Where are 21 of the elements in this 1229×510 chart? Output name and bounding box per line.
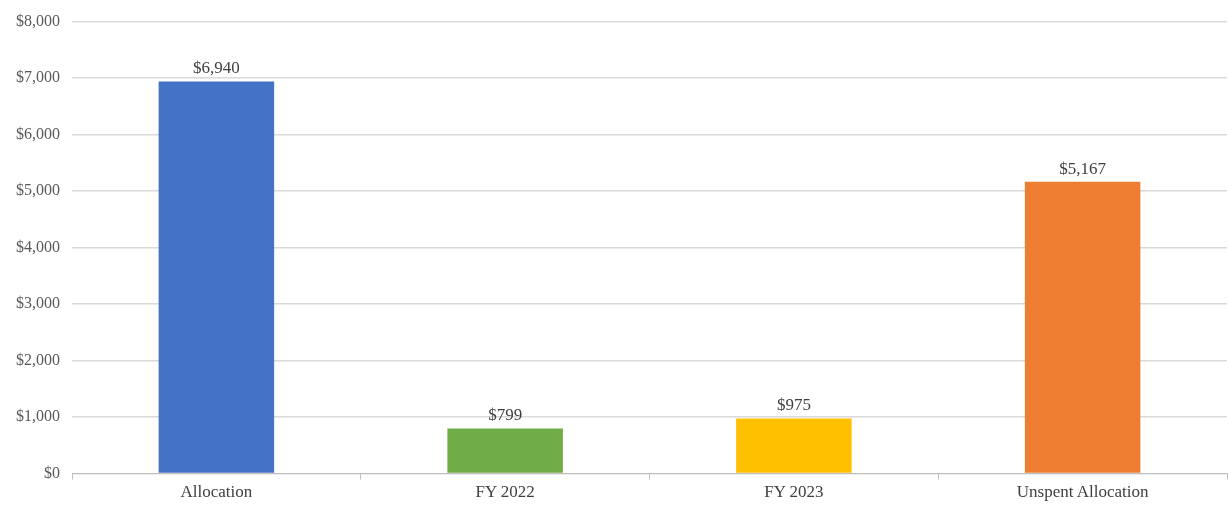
data-label: $6,940 [193, 58, 240, 78]
bar [158, 81, 275, 473]
y-tick-label: $3,000 [16, 294, 60, 312]
x-tick-label: Allocation [180, 482, 253, 502]
y-tick-label: $2,000 [16, 350, 60, 368]
data-label: $5,167 [1059, 158, 1107, 178]
bar [447, 428, 563, 473]
y-tick-label: $7,000 [16, 68, 60, 86]
x-tick-label: Unspent Allocation [1016, 482, 1149, 502]
x-tick-label: FY 2023 [764, 482, 824, 502]
y-tick-label: $5,000 [16, 181, 60, 199]
y-tick-label: $4,000 [16, 237, 60, 255]
bar [1024, 181, 1141, 473]
y-tick-label: $0 [44, 463, 60, 481]
x-tick-label: FY 2022 [475, 482, 535, 502]
y-tick-label: $1,000 [16, 407, 60, 425]
bar [736, 418, 852, 473]
data-label: $799 [488, 405, 523, 425]
y-tick-label: $6,000 [16, 124, 60, 142]
data-label: $975 [776, 395, 811, 415]
y-tick-label: $8,000 [16, 11, 60, 29]
